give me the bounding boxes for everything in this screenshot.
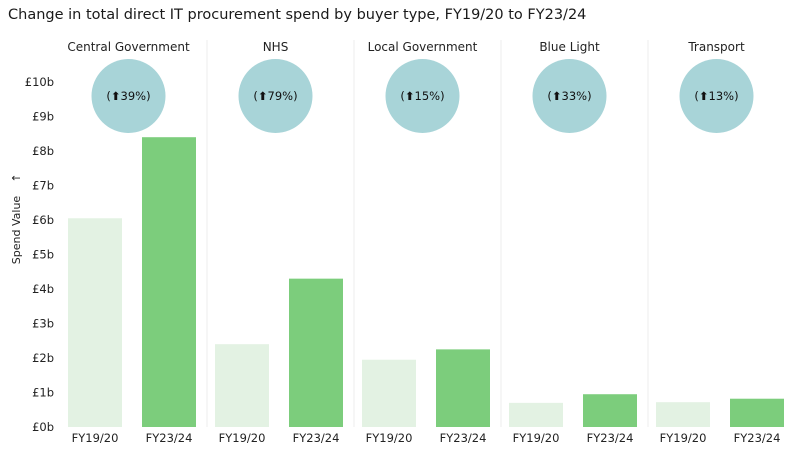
badge-paren: ( (400, 89, 405, 103)
change-badge (385, 59, 460, 133)
change-badge (91, 59, 166, 133)
y-tick-label: £7b (32, 179, 54, 193)
change-value: 39%) (121, 89, 151, 103)
y-tick-label: £10b (25, 75, 54, 89)
up-arrow-icon: ⬆ (258, 89, 268, 103)
x-tick-label: FY23/24 (440, 431, 487, 445)
change-badge-label: (⬆79%) (253, 89, 297, 103)
x-tick-label: FY23/24 (587, 431, 634, 445)
y-tick-label: £9b (32, 110, 54, 124)
badge-paren: ( (106, 89, 111, 103)
bar-fy1920 (509, 402, 563, 427)
panel-title: Central Government (67, 40, 190, 54)
change-badge-label: (⬆39%) (106, 89, 150, 103)
bar-fy2324 (730, 398, 784, 427)
panel-title: Transport (687, 40, 745, 54)
y-tick-label: £2b (32, 351, 54, 365)
y-tick-label: £6b (32, 213, 54, 227)
badge-paren: ( (547, 89, 552, 103)
change-badge (532, 59, 607, 133)
y-tick-label: £1b (32, 386, 54, 400)
up-arrow-icon: ⬆ (552, 89, 562, 103)
x-tick-label: FY23/24 (293, 431, 340, 445)
bar-fy2324 (436, 349, 490, 427)
x-tick-label: FY19/20 (219, 431, 266, 445)
change-value: 15%) (415, 89, 445, 103)
badge-paren: ( (253, 89, 258, 103)
y-tick-label: £4b (32, 282, 54, 296)
y-axis-label: Spend Value (10, 196, 23, 265)
panel-title: Local Government (368, 40, 478, 54)
y-tick-label: £3b (32, 317, 54, 331)
change-badge-label: (⬆13%) (694, 89, 738, 103)
up-arrow-icon: ⬆ (111, 89, 121, 103)
bar-fy2324 (142, 137, 196, 427)
x-tick-label: FY19/20 (72, 431, 119, 445)
change-badge-label: (⬆33%) (547, 89, 591, 103)
up-arrow-icon: ⬆ (699, 89, 709, 103)
change-value: 33%) (562, 89, 592, 103)
x-tick-label: FY23/24 (734, 431, 781, 445)
bar-fy1920 (215, 344, 269, 427)
change-value: 13%) (709, 89, 739, 103)
bar-fy1920 (656, 402, 710, 427)
y-tick-label: £8b (32, 144, 54, 158)
bar-fy1920 (362, 359, 416, 427)
bar-fy1920 (68, 218, 122, 427)
x-tick-label: FY19/20 (366, 431, 413, 445)
panel-title: NHS (263, 40, 289, 54)
sort-arrow-icon: ↑ (10, 173, 23, 182)
chart-title: Change in total direct IT procurement sp… (8, 7, 587, 23)
badge-paren: ( (694, 89, 699, 103)
change-badge (238, 59, 313, 133)
x-tick-label: FY19/20 (660, 431, 707, 445)
bar-fy2324 (583, 394, 637, 427)
up-arrow-icon: ⬆ (405, 89, 415, 103)
change-value: 79%) (268, 89, 298, 103)
change-badge (679, 59, 754, 133)
x-tick-label: FY23/24 (146, 431, 193, 445)
y-tick-label: £0b (32, 420, 54, 434)
bar-fy2324 (289, 278, 343, 427)
y-tick-label: £5b (32, 248, 54, 262)
panel-title: Blue Light (539, 40, 600, 54)
change-badge-label: (⬆15%) (400, 89, 444, 103)
x-tick-label: FY19/20 (513, 431, 560, 445)
